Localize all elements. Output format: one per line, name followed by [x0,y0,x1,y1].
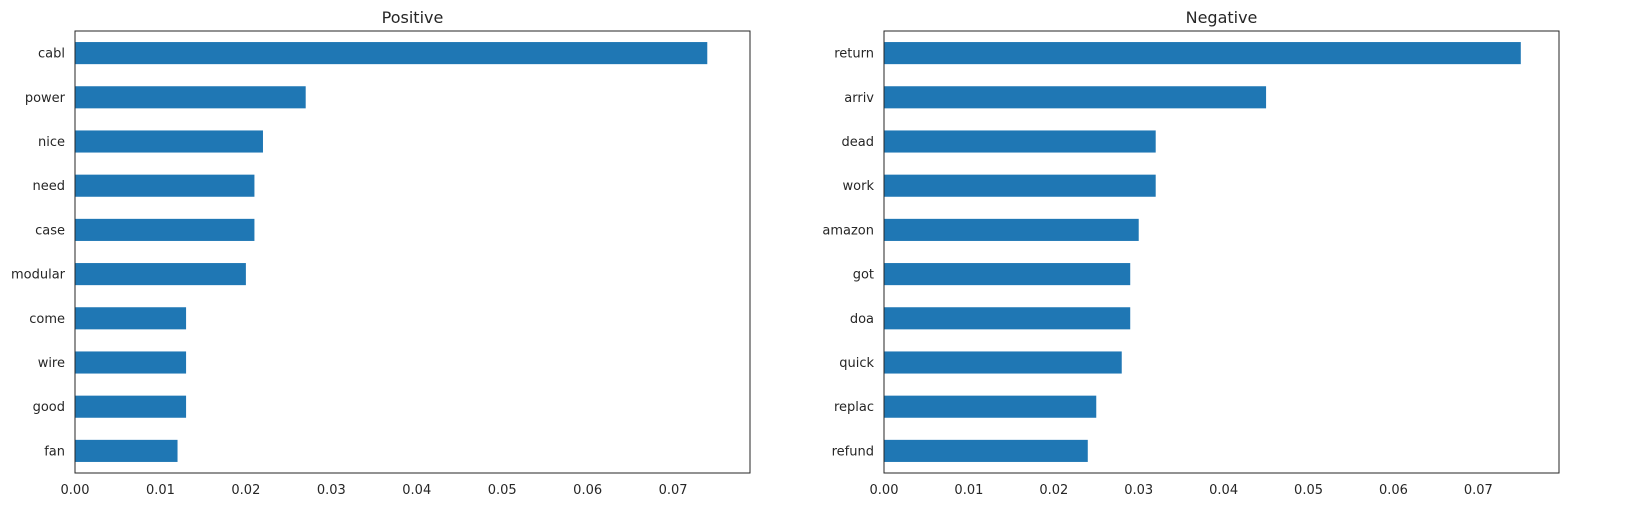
x-tick-label: 0.00 [61,483,90,498]
y-tick-label-return: return [834,47,874,62]
x-tick-label: 0.05 [488,483,517,498]
x-tick-label: 0.03 [317,483,346,498]
bar-return [884,42,1521,65]
x-tick-label: 0.04 [402,483,431,498]
y-tick-label-need: need [33,179,66,194]
bar-wire [75,351,187,374]
chart-panel-positive: Positive cabl power nice need case modular come… [11,8,751,498]
x-tick-label: 0.04 [1209,483,1238,498]
y-tick-label-fan: fan [44,444,65,459]
bar-modular [75,263,246,286]
bar-nice [75,130,263,153]
y-tick-label-arriv: arriv [844,91,874,106]
y-tick-label-doa: doa [850,312,874,327]
x-tick-label: 0.00 [870,483,899,498]
y-tick-label-amazon: amazon [822,223,874,238]
bar-doa [884,307,1131,330]
y-tick-label-wire: wire [38,356,65,371]
y-tick-label-refund: refund [832,444,874,459]
y-tick-label-cabl: cabl [38,47,65,62]
bar-quick [884,351,1122,374]
bar-come [75,307,187,330]
chart-title: Positive [382,8,444,27]
bar-dead [884,130,1156,153]
x-tick-label: 0.03 [1124,483,1153,498]
bar-refund [884,439,1088,462]
x-tick-label: 0.02 [231,483,260,498]
bar-cabl [75,42,708,65]
y-tick-label-power: power [25,91,66,106]
x-tick-label: 0.01 [146,483,175,498]
x-tick-label: 0.07 [1464,483,1493,498]
y-tick-label-quick: quick [839,356,874,371]
y-tick-label-work: work [843,179,875,194]
chart-panel-negative: Negative return arriv dead work amazon got doa q… [822,8,1560,498]
y-tick-label-nice: nice [38,135,65,150]
bar-need [75,174,255,197]
y-tick-label-good: good [33,400,65,415]
bar-replac [884,395,1097,418]
y-tick-label-modular: modular [11,268,66,283]
bar-power [75,86,306,109]
axes-frame [883,30,1560,474]
y-tick-label-dead: dead [842,135,874,150]
bar-arriv [884,86,1267,109]
y-tick-label-replac: replac [834,400,874,415]
y-tick-label-come: come [29,312,65,327]
x-tick-label: 0.02 [1039,483,1068,498]
bar-amazon [884,218,1139,241]
y-tick-label-case: case [35,223,65,238]
axes-frame [74,30,751,474]
bar-work [884,174,1156,197]
bar-got [884,263,1131,286]
x-tick-label: 0.07 [659,483,688,498]
bar-case [75,218,255,241]
x-tick-label: 0.05 [1294,483,1323,498]
chart-title: Negative [1186,8,1258,27]
x-tick-label: 0.01 [954,483,983,498]
x-tick-label: 0.06 [1379,483,1408,498]
y-tick-label-got: got [853,268,874,283]
bar-good [75,395,187,418]
bar-fan [75,439,178,462]
x-tick-label: 0.06 [573,483,602,498]
